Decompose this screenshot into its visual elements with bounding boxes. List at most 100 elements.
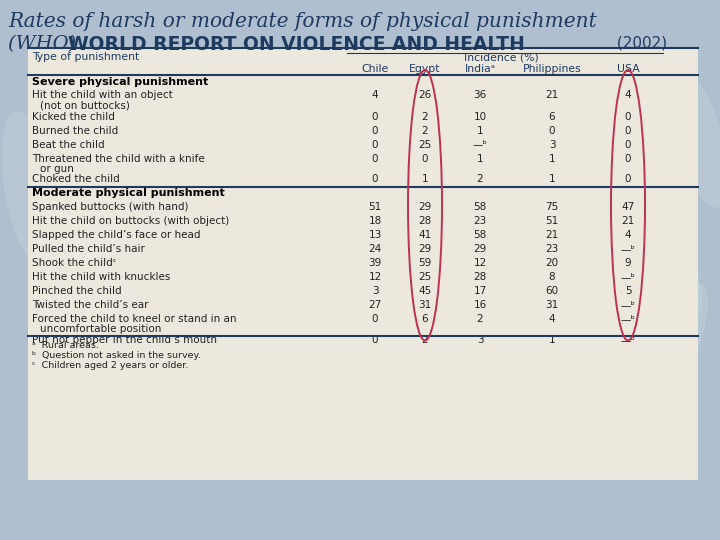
Text: 21: 21 [545, 91, 559, 100]
Text: Shook the childᶜ: Shook the childᶜ [32, 258, 117, 268]
Text: 31: 31 [418, 300, 431, 310]
Text: Spanked buttocks (with hand): Spanked buttocks (with hand) [32, 202, 189, 212]
Text: 1: 1 [477, 153, 483, 164]
Text: ᵃ  Rural areas.: ᵃ Rural areas. [32, 341, 99, 350]
Text: 0: 0 [372, 314, 378, 324]
Text: 1: 1 [549, 174, 555, 185]
Text: 27: 27 [369, 300, 382, 310]
Text: 1: 1 [549, 335, 555, 345]
Text: 0: 0 [625, 111, 631, 122]
Text: 26: 26 [418, 91, 431, 100]
Text: —ᵇ: —ᵇ [621, 244, 636, 254]
Text: 1: 1 [422, 174, 428, 185]
Text: Forced the child to kneel or stand in an: Forced the child to kneel or stand in an [32, 314, 236, 324]
Text: 4: 4 [625, 91, 631, 100]
Text: Pinched the child: Pinched the child [32, 286, 122, 296]
Text: Hit the child on buttocks (with object): Hit the child on buttocks (with object) [32, 216, 229, 226]
Text: 60: 60 [546, 286, 559, 296]
Text: 18: 18 [369, 216, 382, 226]
Text: 0: 0 [372, 174, 378, 185]
Text: 1: 1 [549, 153, 555, 164]
Text: Burned the child: Burned the child [32, 125, 118, 136]
Text: Indiaᵃ: Indiaᵃ [464, 64, 495, 74]
Text: Rates of harsh or moderate forms of physical punishment: Rates of harsh or moderate forms of phys… [8, 12, 597, 31]
Text: 45: 45 [418, 286, 431, 296]
Text: 51: 51 [369, 202, 382, 212]
Text: or gun: or gun [40, 164, 74, 173]
Text: 1: 1 [477, 125, 483, 136]
Text: 47: 47 [621, 202, 634, 212]
Text: —ᵇ: —ᵇ [621, 335, 636, 345]
Text: 4: 4 [625, 230, 631, 240]
Text: Incidence (%): Incidence (%) [464, 52, 539, 62]
Text: 75: 75 [545, 202, 559, 212]
Text: 0: 0 [372, 139, 378, 150]
Text: 12: 12 [369, 272, 382, 282]
Text: 3: 3 [372, 286, 378, 296]
Text: 51: 51 [545, 216, 559, 226]
Text: 29: 29 [418, 202, 431, 212]
Text: 59: 59 [418, 258, 431, 268]
Text: (not on buttocks): (not on buttocks) [40, 100, 130, 111]
Text: 2: 2 [422, 335, 428, 345]
Text: ᵇ  Question not asked in the survey.: ᵇ Question not asked in the survey. [32, 351, 201, 360]
Text: 24: 24 [369, 244, 382, 254]
Text: 3: 3 [549, 139, 555, 150]
Text: 9: 9 [625, 258, 631, 268]
Text: Type of punishment: Type of punishment [32, 52, 139, 62]
Text: WORLD REPORT ON VIOLENCE AND HEALTH: WORLD REPORT ON VIOLENCE AND HEALTH [68, 35, 525, 54]
Text: —ᵇ: —ᵇ [621, 300, 636, 310]
Text: 28: 28 [418, 216, 431, 226]
Text: —ᵇ: —ᵇ [621, 314, 636, 324]
Text: 16: 16 [473, 300, 487, 310]
Text: 2: 2 [422, 125, 428, 136]
Text: 25: 25 [418, 139, 431, 150]
Text: Moderate physical punishment: Moderate physical punishment [32, 188, 225, 199]
Text: 58: 58 [473, 202, 487, 212]
Text: Beat the child: Beat the child [32, 139, 104, 150]
Text: 0: 0 [372, 125, 378, 136]
Text: 4: 4 [549, 314, 555, 324]
Text: Kicked the child: Kicked the child [32, 111, 115, 122]
Text: 8: 8 [549, 272, 555, 282]
Text: 23: 23 [473, 216, 487, 226]
Text: USA: USA [616, 64, 639, 74]
Text: Twisted the child’s ear: Twisted the child’s ear [32, 300, 148, 310]
Text: 23: 23 [545, 244, 559, 254]
Text: 41: 41 [418, 230, 431, 240]
Text: 0: 0 [625, 153, 631, 164]
Text: 6: 6 [422, 314, 428, 324]
Text: 21: 21 [545, 230, 559, 240]
Text: 17: 17 [473, 286, 487, 296]
Bar [28, 48, 698, 480]
Text: Slapped the child’s face or head: Slapped the child’s face or head [32, 230, 200, 240]
Text: Put hot pepper in the child’s mouth: Put hot pepper in the child’s mouth [32, 335, 217, 345]
Text: 29: 29 [473, 244, 487, 254]
Text: Chile: Chile [361, 64, 389, 74]
Ellipse shape [598, 160, 702, 319]
Ellipse shape [652, 283, 708, 397]
Text: (WHO): (WHO) [8, 35, 83, 53]
Text: 0: 0 [372, 335, 378, 345]
Text: 2: 2 [477, 174, 483, 185]
Text: 0: 0 [625, 174, 631, 185]
Text: Hit the child with an object: Hit the child with an object [32, 91, 173, 100]
Text: 3: 3 [477, 335, 483, 345]
Text: —ᵇ: —ᵇ [621, 272, 636, 282]
Text: 0: 0 [372, 153, 378, 164]
Text: Pulled the child’s hair: Pulled the child’s hair [32, 244, 145, 254]
Text: 10: 10 [474, 111, 487, 122]
Text: 12: 12 [473, 258, 487, 268]
Text: uncomfortable position: uncomfortable position [40, 324, 161, 334]
Text: —ᵇ: —ᵇ [472, 139, 487, 150]
Ellipse shape [1, 111, 58, 269]
Text: Egypt: Egypt [409, 64, 441, 74]
Text: 21: 21 [621, 216, 634, 226]
Text: Severe physical punishment: Severe physical punishment [32, 77, 208, 87]
Text: 5: 5 [625, 286, 631, 296]
Text: (2002): (2002) [612, 35, 667, 50]
Text: Threatened the child with a knife: Threatened the child with a knife [32, 153, 204, 164]
Ellipse shape [672, 72, 720, 208]
Text: 2: 2 [477, 314, 483, 324]
Text: 29: 29 [418, 244, 431, 254]
